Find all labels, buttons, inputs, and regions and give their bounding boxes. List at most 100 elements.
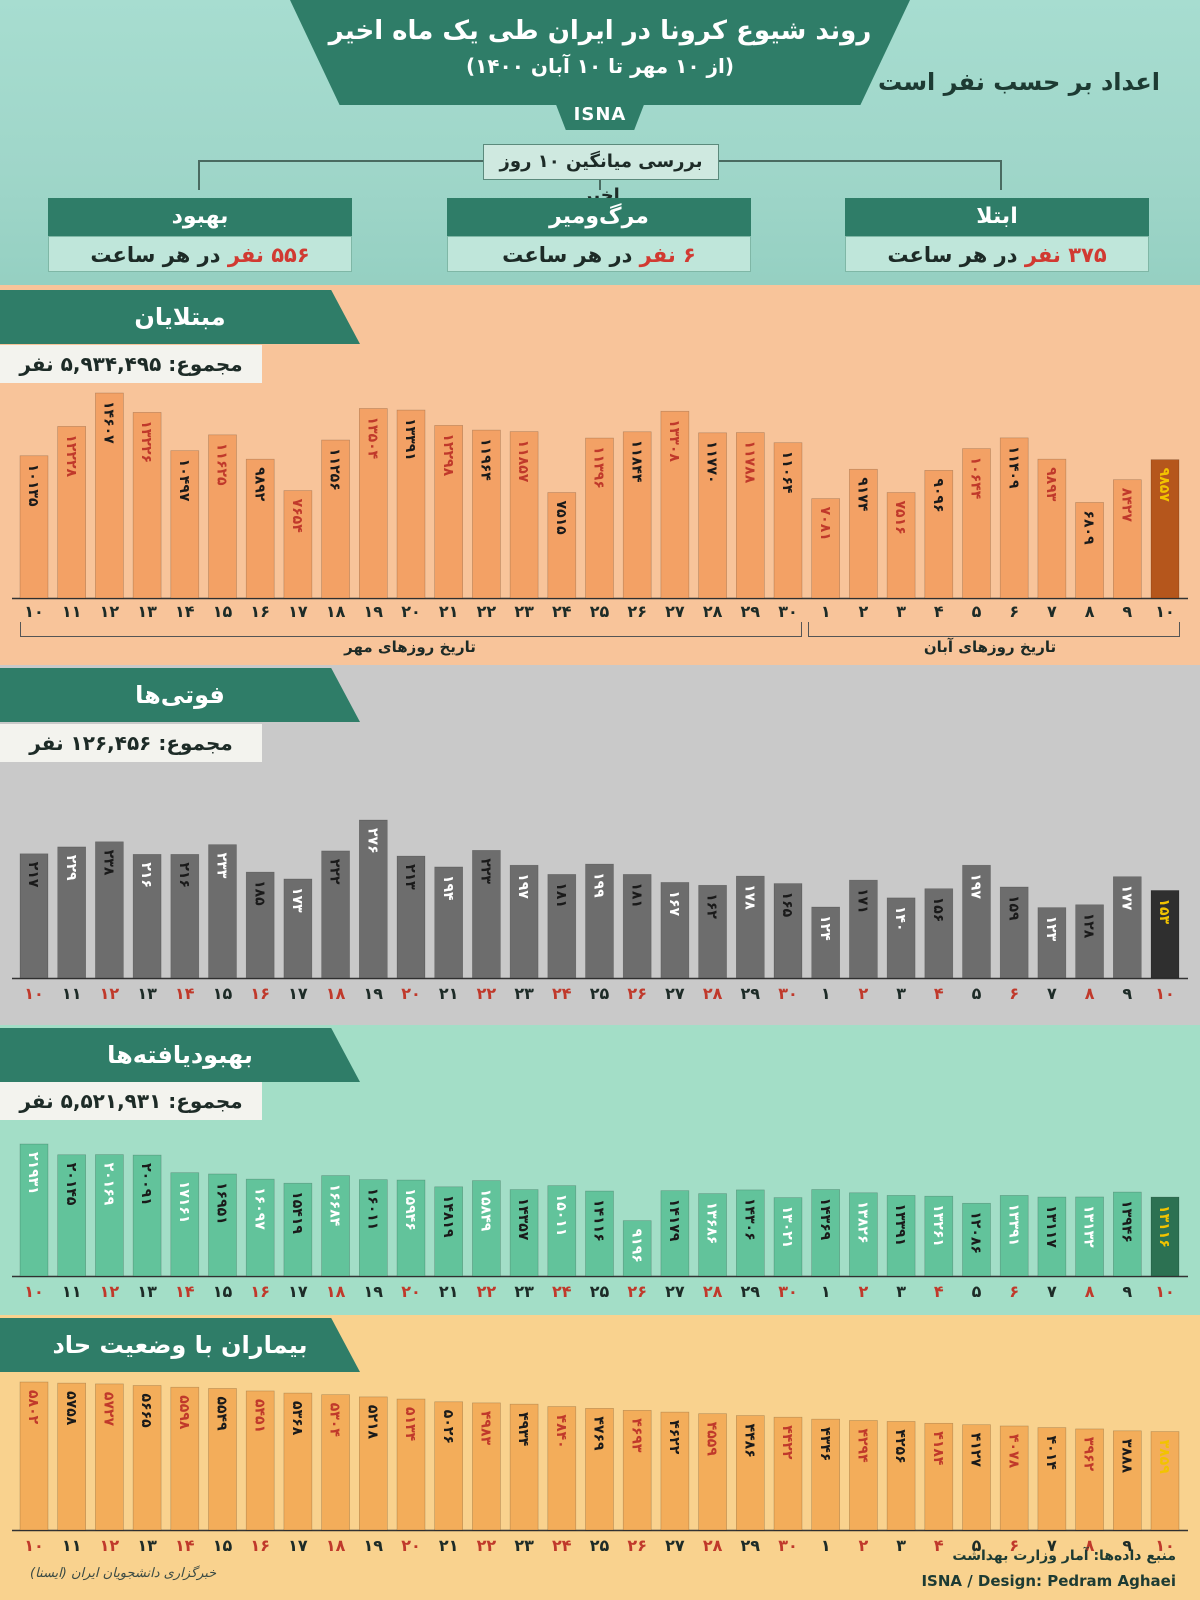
cases-bar: [132, 412, 162, 599]
recovered-date-label: ۶: [1009, 1282, 1019, 1301]
deaths-date-label: ۱۰: [24, 984, 44, 1003]
cases-bar: [396, 409, 426, 599]
deaths-date-label: ۸: [1085, 984, 1095, 1003]
deaths-bar: [924, 888, 954, 979]
deaths-date-label: ۱۳: [137, 984, 157, 1003]
deaths-value-label: ۲۷۶: [364, 828, 380, 854]
critical-date-label: ۵: [972, 1536, 982, 1555]
recovered-bar: [321, 1175, 350, 1277]
recovered-bar: [358, 1179, 388, 1277]
cases-value-label: ۷۵۱۵: [553, 501, 569, 536]
deaths-date-label: ۲: [859, 984, 869, 1003]
deaths-bar: [321, 850, 350, 979]
critical-value-label: ۵۸۰۲: [25, 1390, 41, 1425]
cases-section-title: مبتلایان: [0, 290, 360, 344]
recovered-value-label: ۱۴۱۱۶: [591, 1199, 607, 1242]
cases-date-label: ۲۹: [741, 602, 761, 621]
connector-center: [599, 176, 601, 190]
stat-recovery-label: بهبود: [48, 198, 352, 236]
cases-bar: [849, 468, 878, 599]
recovered-bar: [1150, 1196, 1180, 1277]
recovered-bar: [57, 1154, 87, 1277]
cases-bar: [773, 442, 803, 599]
cases-bar: [547, 492, 577, 599]
cases-bar: [245, 458, 275, 599]
deaths-value-label: ۱۵۳: [1156, 898, 1172, 924]
critical-value-label: ۴۲۹۴: [855, 1428, 871, 1463]
recovered-value-label: ۱۳۳۹۱: [892, 1203, 908, 1246]
cases-value-label: ۹۱۷۴: [855, 477, 871, 512]
critical-bar: [886, 1421, 916, 1531]
cases-value-label: ۱۲۲۹۸: [440, 433, 456, 476]
cases-value-label: ۶۸۰۹: [1081, 510, 1097, 545]
critical-date-label: ۲: [859, 1536, 869, 1555]
cases-bar: [358, 408, 388, 599]
critical-bar: [622, 1409, 652, 1531]
critical-bar: [245, 1390, 275, 1531]
recovered-value-label: ۹۱۹۶: [628, 1229, 644, 1263]
critical-value-label: ۴۷۶۹: [591, 1416, 607, 1451]
deaths-value-label: ۱۵۹: [1005, 895, 1021, 921]
critical-value-label: ۵۵۹۸: [176, 1395, 192, 1430]
deaths-value-label: ۱۹۹: [591, 872, 607, 898]
cases-bar: [660, 410, 690, 599]
recovered-date-label: ۲۴: [552, 1282, 572, 1301]
recovered-section-title: بهبودیافته‌ها: [0, 1028, 360, 1082]
cases-bar: [283, 490, 313, 599]
recovered-date-label: ۳: [896, 1282, 906, 1301]
recovered-date-label: ۷: [1047, 1282, 1057, 1301]
deaths-value-label: ۱۵۶: [930, 897, 946, 923]
recovered-date-label: ۱۰: [24, 1282, 44, 1301]
cases-value-label: ۷۶۵۴: [289, 499, 305, 534]
deaths-value-label: ۱۷۳: [289, 887, 305, 913]
recovered-date-label: ۹: [1122, 1282, 1132, 1301]
deaths-bar: [547, 874, 577, 979]
cases-value-label: ۱۳۳۹۱: [402, 418, 418, 461]
recovered-value-label: ۱۳۱۱۶: [1156, 1205, 1172, 1248]
critical-bar: [585, 1408, 614, 1531]
deaths-bar: [999, 886, 1029, 979]
deaths-value-label: ۲۱۶: [138, 862, 154, 888]
deaths-value-label: ۲۱۶: [176, 862, 192, 888]
cases-date-label: ۶: [1009, 602, 1019, 621]
critical-value-label: ۴۹۳۴: [515, 1412, 531, 1447]
stat-recovery: بهبود ۵۵۶ نفر در هر ساعت: [48, 198, 352, 274]
cases-bar: [321, 439, 350, 599]
critical-date-label: ۱۳: [137, 1536, 157, 1555]
deaths-date-label: ۹: [1122, 984, 1132, 1003]
deaths-date-label: ۶: [1009, 984, 1019, 1003]
cases-value-label: ۱۱۶۲۵: [214, 443, 230, 486]
recovered-bar: [245, 1178, 275, 1277]
deaths-bar: [886, 897, 916, 979]
critical-value-label: ۳۸۵۹: [1156, 1440, 1172, 1475]
recovered-date-label: ۲۰: [401, 1282, 421, 1301]
deaths-date-label: ۷: [1047, 984, 1057, 1003]
critical-value-label: ۴۵۵۹: [704, 1422, 720, 1457]
critical-value-label: ۴۱۸۴: [930, 1431, 946, 1466]
deaths-date-label: ۲۸: [703, 984, 723, 1003]
critical-date-label: ۱۲: [100, 1536, 120, 1555]
unit-note: اعداد بر حسب نفر است: [878, 68, 1160, 96]
critical-bar: [1075, 1428, 1104, 1531]
recovered-date-label: ۱۲: [100, 1282, 120, 1301]
recovered-date-label: ۱۱: [62, 1282, 82, 1301]
deaths-date-label: ۲۹: [741, 984, 761, 1003]
deaths-bar: [396, 855, 426, 979]
page-title: روند شیوع کرونا در ایران طی یک ماه اخیر: [328, 16, 872, 46]
deaths-date-label: ۱: [821, 984, 831, 1003]
critical-date-label: ۱۰: [1155, 1536, 1175, 1555]
deaths-bar: [1037, 907, 1067, 979]
cases-value-label: ۱۲۲۲۸: [63, 434, 79, 477]
cases-bar: [1037, 458, 1067, 599]
cases-date-label: ۱۶: [250, 602, 270, 621]
deaths-value-label: ۲۲۹: [63, 855, 79, 881]
cases-bar: [472, 429, 501, 599]
cases-date-label: ۱۸: [326, 602, 346, 621]
deaths-date-label: ۲۵: [590, 984, 610, 1003]
critical-date-label: ۲۵: [590, 1536, 610, 1555]
critical-value-label: ۴۶۹۳: [628, 1418, 644, 1453]
deaths-value-label: ۱۹۷: [515, 873, 531, 899]
deaths-value-label: ۱۷۸: [741, 884, 757, 910]
deaths-bar: [735, 875, 765, 979]
recovered-value-label: ۱۵۹۴۶: [402, 1188, 418, 1231]
